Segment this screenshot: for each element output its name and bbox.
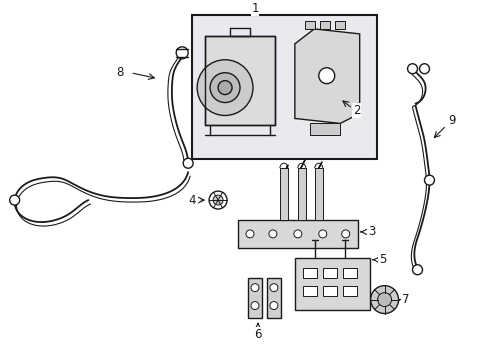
Circle shape (318, 68, 334, 84)
Bar (342, 286, 356, 296)
Bar (266, 278, 280, 318)
Bar (302, 286, 316, 296)
Text: 5: 5 (378, 253, 386, 266)
Bar (319, 21, 329, 29)
Circle shape (341, 230, 349, 238)
Text: 6: 6 (254, 328, 261, 341)
Circle shape (377, 293, 391, 307)
Text: 9: 9 (448, 114, 455, 127)
Bar (302, 268, 316, 278)
Text: 7: 7 (401, 293, 408, 306)
Circle shape (183, 158, 193, 168)
Circle shape (10, 195, 20, 205)
Circle shape (268, 230, 276, 238)
Circle shape (269, 302, 277, 310)
Circle shape (370, 286, 398, 314)
Circle shape (209, 191, 226, 209)
Circle shape (318, 230, 326, 238)
Bar (204, 36, 274, 125)
Circle shape (218, 81, 232, 95)
Text: 8: 8 (117, 66, 124, 79)
Circle shape (419, 64, 428, 74)
Circle shape (250, 302, 259, 310)
Bar (192, 15, 376, 159)
Circle shape (412, 265, 422, 275)
Bar (247, 278, 262, 318)
Bar (334, 21, 344, 29)
Circle shape (424, 175, 433, 185)
Circle shape (245, 230, 253, 238)
Circle shape (213, 195, 223, 205)
Polygon shape (294, 29, 359, 123)
Bar (238, 220, 357, 248)
Bar (279, 168, 287, 220)
Circle shape (293, 230, 301, 238)
Text: 3: 3 (367, 225, 375, 238)
Bar (322, 286, 336, 296)
Bar (309, 123, 339, 135)
Circle shape (407, 64, 417, 74)
Circle shape (176, 47, 188, 59)
Bar (342, 268, 356, 278)
Circle shape (250, 284, 259, 292)
Circle shape (210, 73, 240, 103)
Text: 1: 1 (251, 3, 258, 15)
Bar (294, 258, 369, 310)
Circle shape (197, 60, 252, 116)
Circle shape (269, 284, 277, 292)
Text: 4: 4 (188, 194, 196, 207)
Bar (314, 168, 322, 220)
Text: 2: 2 (352, 104, 360, 117)
Bar (304, 21, 314, 29)
Bar (297, 168, 305, 220)
Bar (322, 268, 336, 278)
